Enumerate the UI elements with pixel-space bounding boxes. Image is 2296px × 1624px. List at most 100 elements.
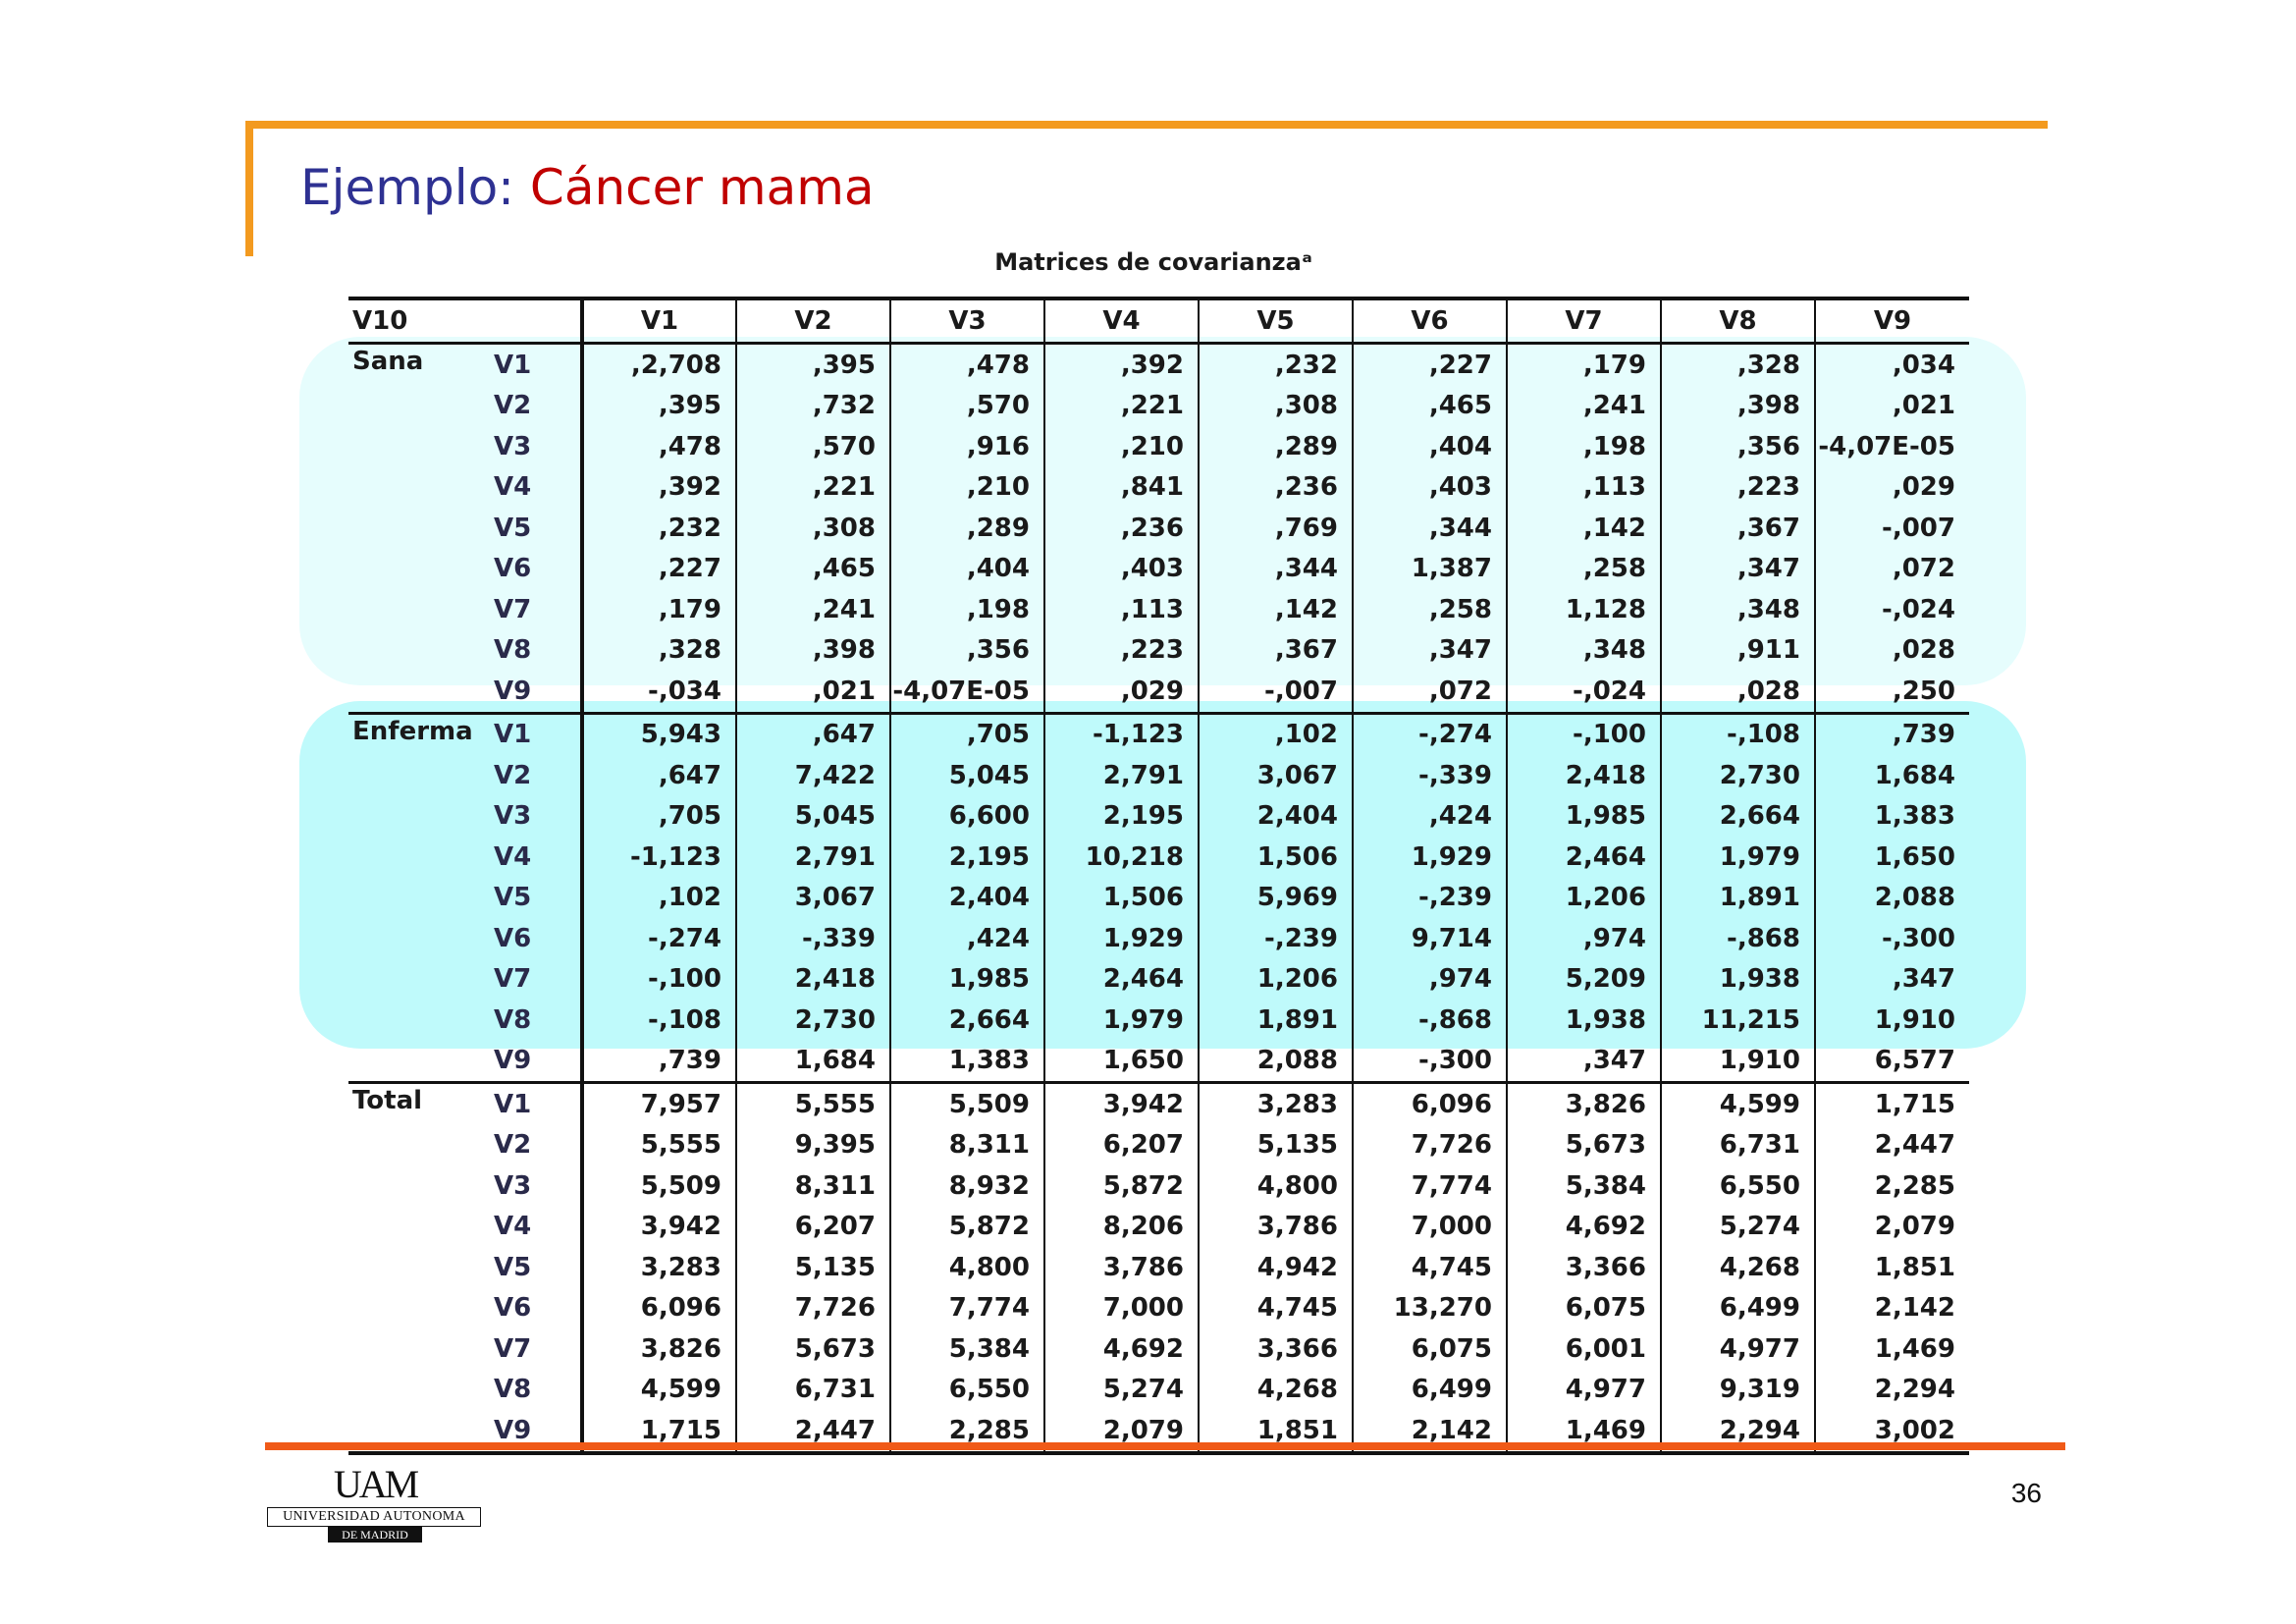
column-header-v1: V1 xyxy=(580,297,736,345)
covariance-cell: 7,774 xyxy=(1352,1165,1507,1207)
covariance-table: V10 V1 V2 V3 V4 V5 V6 V7 V8 V9 Sana V1,2,708,395,… xyxy=(348,297,1969,1455)
covariance-cell: 4,268 xyxy=(1660,1247,1815,1288)
table-row: V3 ,478,570,916,210,289,404,198,356 -4,07E… xyxy=(348,426,1969,467)
covariance-cell: 5,555 xyxy=(580,1124,736,1165)
covariance-cell: ,223 xyxy=(1043,629,1199,671)
covariance-cell: ,142 xyxy=(1506,508,1661,549)
covariance-cell: 4,692 xyxy=(1043,1328,1199,1370)
covariance-cell: 9,395 xyxy=(735,1124,890,1165)
covariance-cell: 5,045 xyxy=(889,755,1044,796)
covariance-cell: 7,774 xyxy=(889,1287,1044,1328)
covariance-cell: ,227 xyxy=(1352,343,1507,386)
covariance-cell: ,223 xyxy=(1660,466,1815,508)
covariance-cell: ,348 xyxy=(1660,589,1815,630)
covariance-cell: 2,195 xyxy=(1043,795,1199,837)
covariance-cell: 1,938 xyxy=(1506,1000,1661,1041)
covariance-cell: 5,209 xyxy=(1506,958,1661,1000)
table-row: V9 -,034,021 -4,07E-05,029 -,007,072 -,024,0… xyxy=(348,671,1969,713)
group-label xyxy=(348,796,488,838)
group-label xyxy=(348,549,488,590)
covariance-cell: ,739 xyxy=(1814,711,1969,755)
covariance-cell: 3,942 xyxy=(580,1206,736,1247)
covariance-cell: 1,128 xyxy=(1506,589,1661,630)
covariance-cell: 1,684 xyxy=(1814,755,1969,796)
group-label: Enferma xyxy=(348,711,488,755)
covariance-cell: ,478 xyxy=(580,426,736,467)
variable-column-header xyxy=(488,297,582,345)
covariance-cell: ,113 xyxy=(1043,589,1199,630)
table-row: V3 5,509 8,311 8,932 5,872 4,800 7,774 5,384 6,5… xyxy=(348,1165,1969,1207)
covariance-cell: 3,786 xyxy=(1043,1247,1199,1288)
covariance-cell: ,227 xyxy=(580,548,736,589)
covariance-cell: ,028 xyxy=(1660,671,1815,713)
table-row: V8 -,108 2,730 2,664 1,979 1,891 -,868 1,938 11,… xyxy=(348,1000,1969,1041)
column-header-v8: V8 xyxy=(1660,297,1815,345)
covariance-cell: 10,218 xyxy=(1043,837,1199,878)
covariance-cell: ,029 xyxy=(1043,671,1199,713)
covariance-cell: ,356 xyxy=(889,629,1044,671)
covariance-cell: ,424 xyxy=(1352,795,1507,837)
row-variable-label: V4 xyxy=(494,841,532,872)
covariance-cell: -,100 xyxy=(580,958,736,1000)
column-header-v7: V7 xyxy=(1506,297,1661,345)
covariance-cell: 7,726 xyxy=(1352,1124,1507,1165)
covariance-cell: ,221 xyxy=(1043,385,1199,426)
covariance-cell: 1,206 xyxy=(1506,877,1661,918)
row-variable-label: V6 xyxy=(494,923,532,953)
covariance-cell: -,339 xyxy=(1352,755,1507,796)
covariance-cell: 4,977 xyxy=(1660,1328,1815,1370)
row-variable-label: V2 xyxy=(494,1130,532,1161)
covariance-cell: 5,872 xyxy=(1043,1165,1199,1207)
group-label xyxy=(348,1247,488,1288)
table-row: V5 ,232,308,289,236,769,344,142,367 -,007 xyxy=(348,508,1969,549)
group-label xyxy=(348,1125,488,1166)
covariance-cell: -,239 xyxy=(1352,877,1507,918)
covariance-cell: 2,447 xyxy=(1814,1124,1969,1165)
covariance-cell: 1,206 xyxy=(1198,958,1353,1000)
row-variable-label: V3 xyxy=(494,801,532,832)
covariance-cell: 6,001 xyxy=(1506,1328,1661,1370)
covariance-cell: ,465 xyxy=(735,548,890,589)
uam-logo: UAM UNIVERSIDAD AUTONOMA DE MADRID xyxy=(267,1465,483,1546)
covariance-cell: 6,577 xyxy=(1814,1040,1969,1083)
group-column-header: V10 xyxy=(348,297,488,345)
covariance-cell: 2,285 xyxy=(1814,1165,1969,1207)
slide-title-prefix: Ejemplo: xyxy=(300,159,530,216)
covariance-cell: 2,791 xyxy=(1043,755,1199,796)
row-variable-label: V7 xyxy=(494,1333,532,1364)
covariance-cell: ,403 xyxy=(1352,466,1507,508)
covariance-cell: 2,088 xyxy=(1198,1040,1353,1083)
covariance-cell: ,072 xyxy=(1352,671,1507,713)
covariance-cell: -,339 xyxy=(735,918,890,959)
covariance-cell: ,289 xyxy=(1198,426,1353,467)
covariance-cell: 5,969 xyxy=(1198,877,1353,918)
covariance-cell: ,404 xyxy=(889,548,1044,589)
covariance-cell: 6,550 xyxy=(1660,1165,1815,1207)
covariance-cell: 4,599 xyxy=(1660,1081,1815,1125)
page-number: 36 xyxy=(2010,1478,2042,1508)
table-row: Total V1 7,957 5,555 5,509 3,942 3,283 6,096 3,8… xyxy=(348,1081,1969,1125)
covariance-cell: -,034 xyxy=(580,671,736,713)
row-variable-label: V9 xyxy=(494,1046,532,1076)
covariance-cell: ,308 xyxy=(1198,385,1353,426)
covariance-cell: 5,872 xyxy=(889,1206,1044,1247)
covariance-cell: 1,650 xyxy=(1814,837,1969,878)
group-label xyxy=(348,467,488,509)
covariance-cell: 7,422 xyxy=(735,755,890,796)
covariance-cell: 5,135 xyxy=(735,1247,890,1288)
group-label xyxy=(348,1328,488,1370)
covariance-cell: 7,957 xyxy=(580,1081,736,1125)
covariance-cell: 6,096 xyxy=(580,1287,736,1328)
covariance-cell: 1,383 xyxy=(1814,795,1969,837)
table-caption: Matrices de covarianzaᵃ xyxy=(994,248,1312,276)
row-variable-label: V5 xyxy=(494,513,532,543)
row-variable-label: V3 xyxy=(494,1170,532,1201)
covariance-cell: 2,142 xyxy=(1814,1287,1969,1328)
table-row: V6 ,227,465,404,403,344 1,387,258,347,072 xyxy=(348,548,1969,590)
covariance-cell: ,404 xyxy=(1352,426,1507,467)
table-row: V5 3,283 5,135 4,800 3,786 4,942 4,745 3,366 4,2… xyxy=(348,1247,1969,1288)
covariance-cell: 1,929 xyxy=(1352,837,1507,878)
covariance-cell: ,974 xyxy=(1506,918,1661,959)
covariance-cell: ,021 xyxy=(735,671,890,713)
covariance-cell: ,236 xyxy=(1043,508,1199,549)
